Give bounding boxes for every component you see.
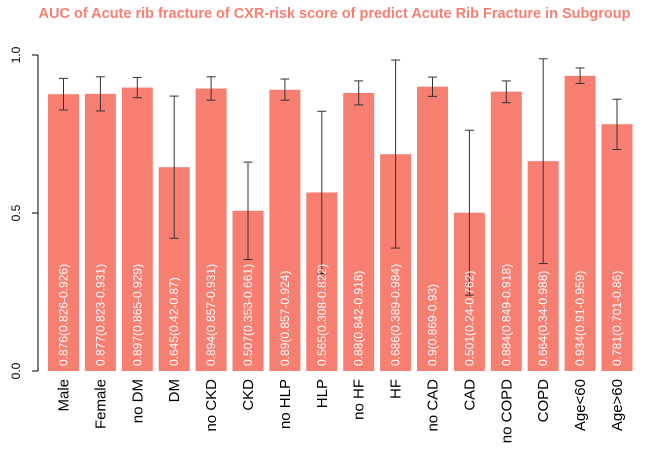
error-bar [391,59,401,249]
x-category-label: CAD [461,379,478,411]
chart-title: AUC of Acute rib fracture of CXR-risk sc… [39,6,631,22]
x-category-label: no CKD [203,379,220,432]
bar [84,93,116,372]
data-label: 0.686(0.389-0.984) [389,264,403,366]
error-bar [501,80,511,104]
bar [343,92,375,372]
error-bar [538,58,548,265]
y-tick-label: 1.0 [9,46,23,63]
y-tick-label: 0.0 [9,362,23,379]
data-label: 0.507(0.353-0.661) [241,264,255,366]
x-category-label: Male [56,379,73,412]
x-category-label: Age<60 [572,379,589,431]
data-label: 0.934(0.91-0.959) [573,271,587,366]
data-label: 0.88(0.842-0.918) [352,271,366,366]
bar [195,88,227,371]
error-bar [428,76,437,97]
error-bar [464,129,474,296]
error-bar [59,77,68,111]
error-bar [317,110,327,275]
x-category-label: no DM [129,379,146,423]
data-labels-group: 0.876(0.826-0.926) 0.877(0.823-0.931) 0.89… [57,264,625,366]
x-axis-labels-group: Male Female no DM DM no CKD CKD no HLP HLP no HF… [56,379,627,443]
error-bar [612,98,622,150]
error-bar [132,76,142,99]
bar [490,91,522,371]
x-category-label: CKD [240,379,257,411]
bar [121,87,153,371]
error-bar [280,78,290,101]
bars-group [48,75,633,372]
data-label: 0.565(0.308-0.822) [315,264,329,366]
bar [269,89,301,371]
x-category-label: no HLP [277,379,294,429]
bar [564,75,596,371]
error-bar [95,76,105,112]
y-axis: 0.0 0.5 1.0 [9,46,39,379]
data-label: 0.501(0.24-0.762) [462,271,476,366]
x-category-label: HF [388,379,405,399]
x-category-label: HLP [314,379,331,408]
x-category-label: COPD [535,379,552,423]
x-category-label: Female [92,379,109,429]
x-category-label: no COPD [498,379,515,443]
error-bars-group [59,58,622,296]
data-label: 0.884(0.849-0.918) [499,264,513,366]
error-bar [243,161,253,260]
data-label: 0.894(0.857-0.931) [204,264,218,366]
error-bar [206,76,216,101]
y-tick-label: 0.5 [9,204,23,221]
data-label: 0.664(0.34-0.988) [536,271,550,366]
data-label: 0.9(0.869-0.93) [426,284,440,366]
data-label: 0.89(0.857-0.924) [278,271,292,366]
data-label: 0.645(0.42-0.87) [167,277,181,366]
data-label: 0.876(0.826-0.926) [57,264,71,366]
x-category-label: no CAD [425,379,442,432]
x-category-label: Age>60 [609,379,626,431]
x-category-label: DM [166,379,183,402]
error-bar [169,95,179,239]
data-label: 0.877(0.823-0.931) [93,264,107,366]
data-label: 0.781(0.701-0.86) [610,271,624,366]
data-label: 0.897(0.865-0.929) [130,264,144,366]
bar [48,94,79,372]
bar [601,124,633,371]
error-bar [354,80,364,106]
x-category-label: no HF [351,379,368,420]
bar [417,86,448,371]
error-bar [575,67,585,84]
